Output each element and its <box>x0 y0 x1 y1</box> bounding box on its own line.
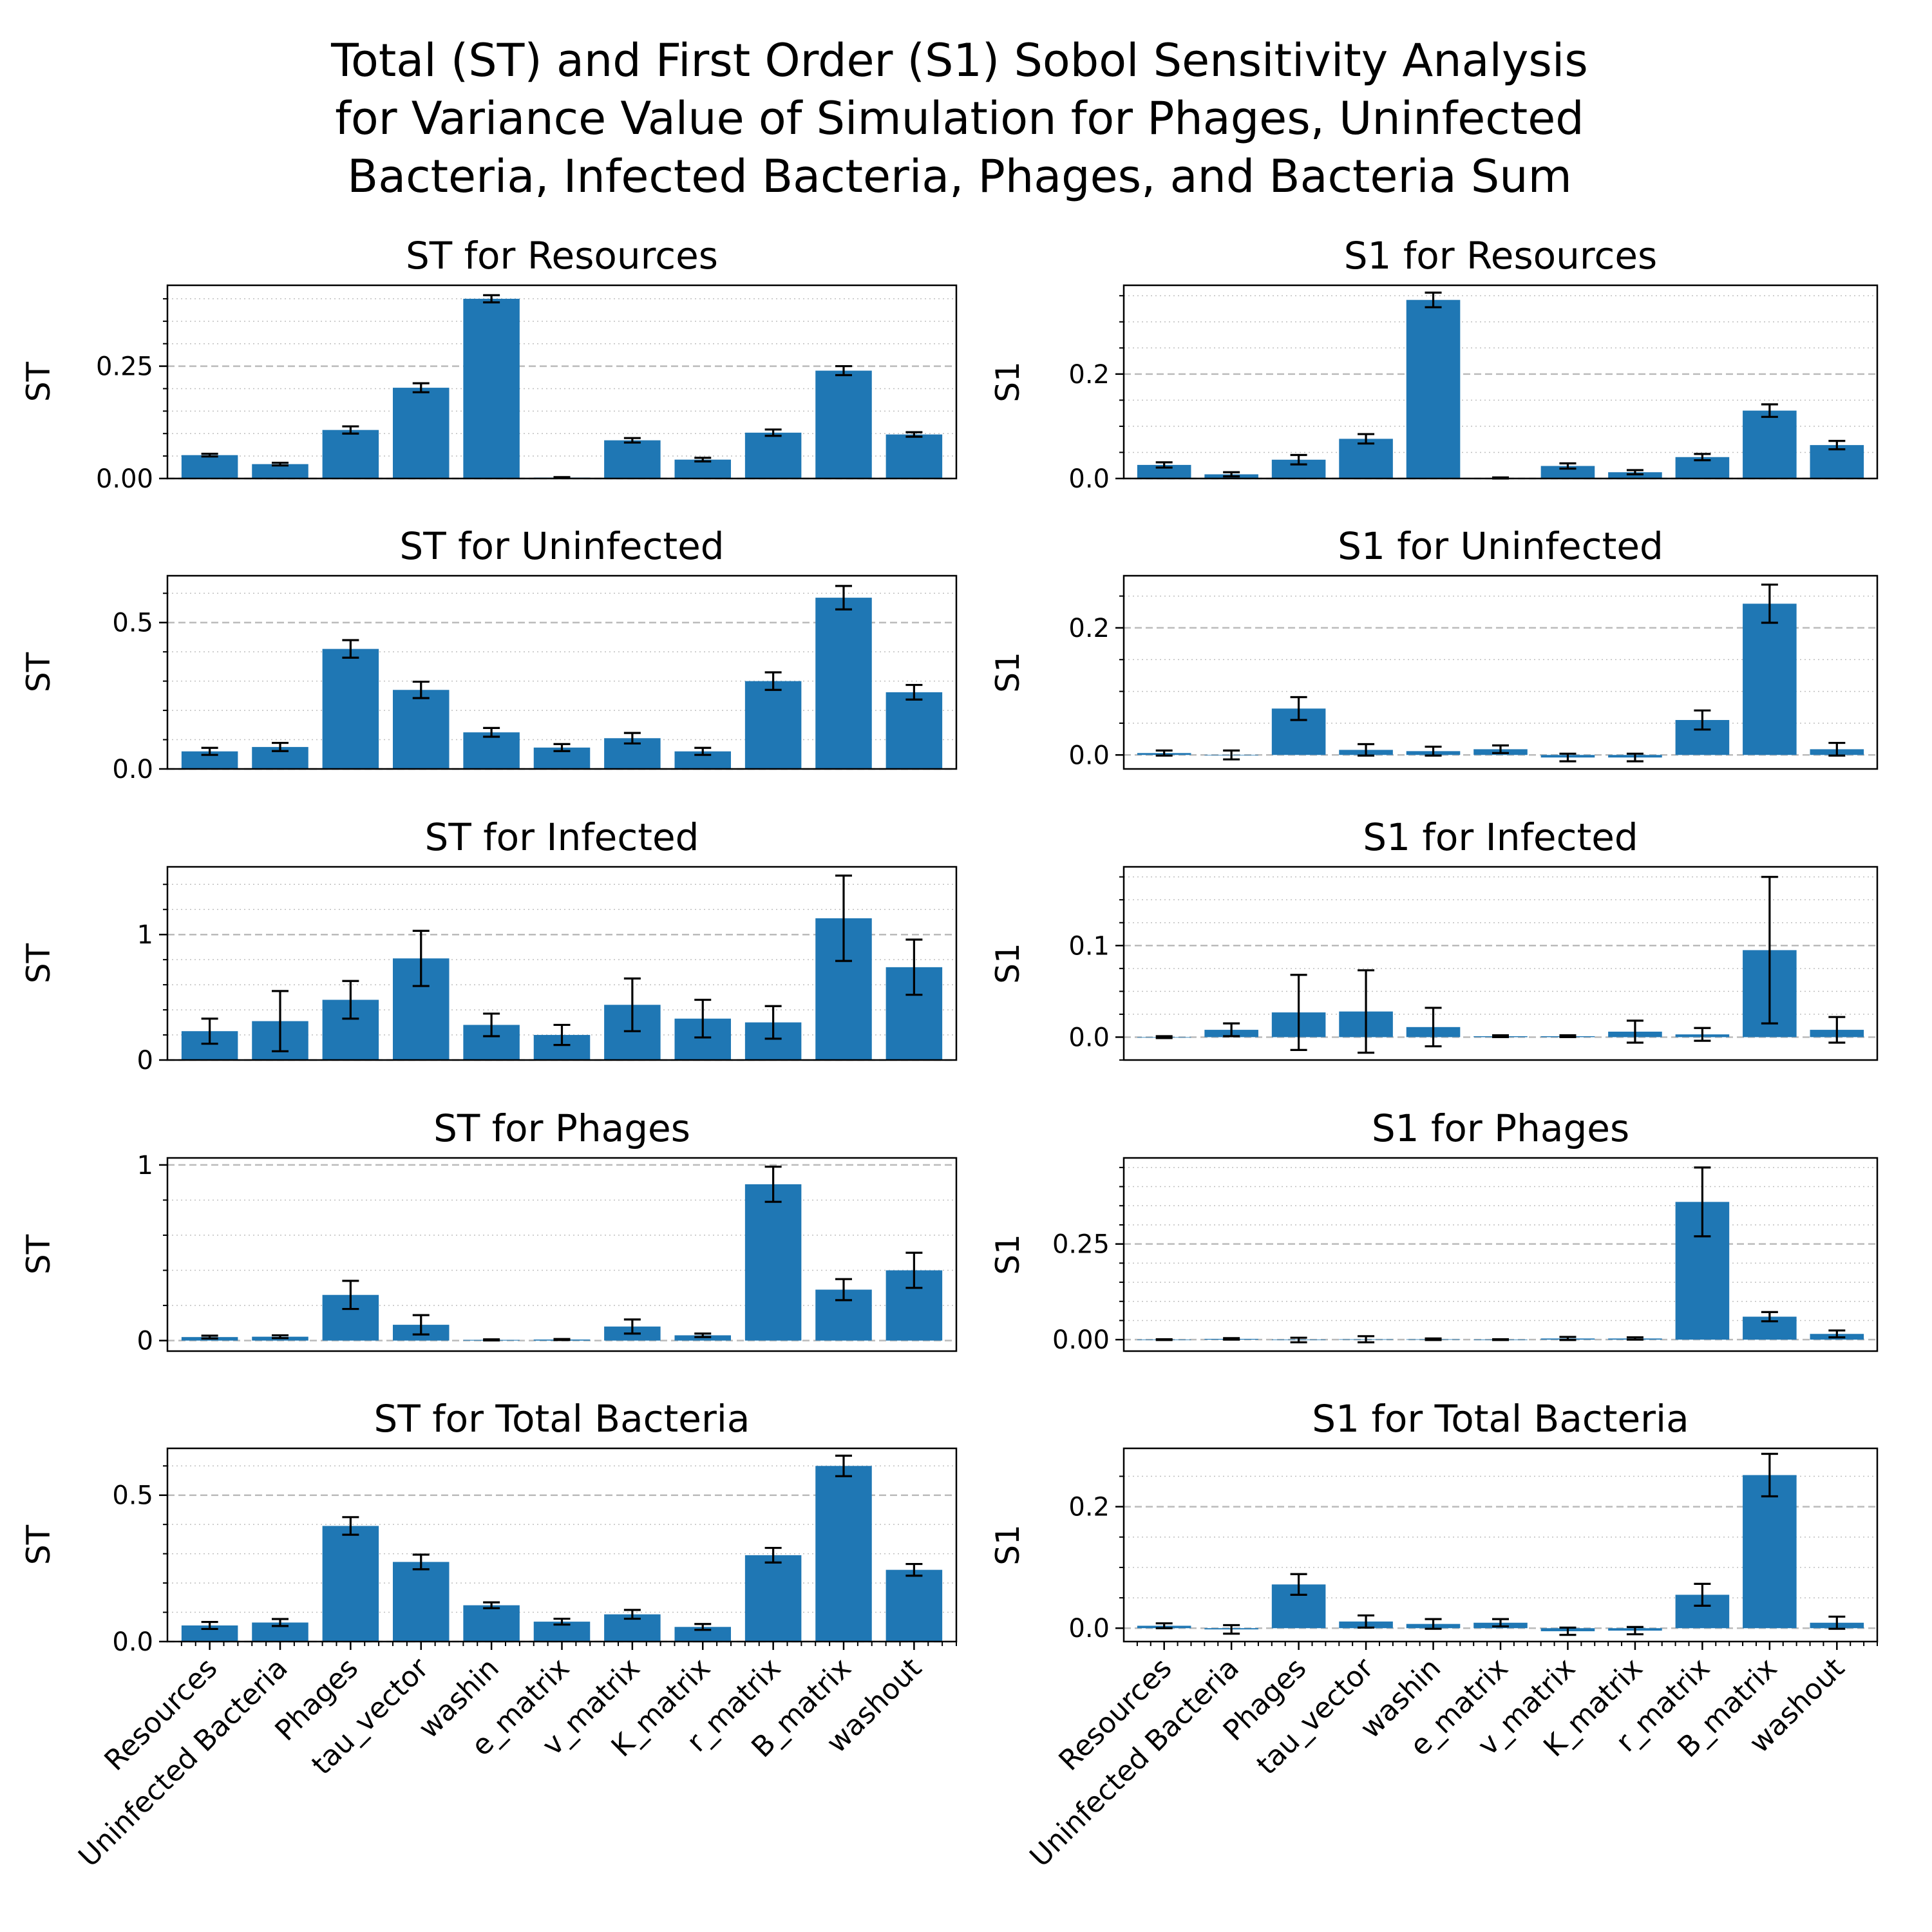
bar-phages <box>322 649 379 769</box>
subplot-title: S1 for Phages <box>1372 1106 1629 1150</box>
axes-frame <box>1122 284 1879 480</box>
figure-title-line-1: Total (ST) and First Order (S1) Sobol Se… <box>330 34 1588 87</box>
y-tick-label: 0.2 <box>1068 1493 1110 1522</box>
subplot-title: ST for Total Bacteria <box>374 1397 750 1441</box>
subplot-title: S1 for Resources <box>1344 234 1658 278</box>
y-tick-label: 0.2 <box>1068 360 1110 390</box>
subplot-title: ST for Phages <box>433 1106 690 1150</box>
axes-frame <box>166 866 958 1061</box>
bar-v_matrix <box>604 440 661 478</box>
y-axis-label: ST <box>20 1524 57 1565</box>
y-axis-label: ST <box>20 361 57 402</box>
subplot-title: S1 for Total Bacteria <box>1312 1397 1689 1441</box>
subplot-title: ST for Uninfected <box>399 524 724 568</box>
bar-washin <box>463 732 520 769</box>
bar-washin <box>1406 299 1461 478</box>
bar-k_matrix <box>674 459 731 478</box>
bar-washout <box>886 1569 943 1642</box>
y-tick-label: 0.0 <box>112 755 153 784</box>
subplot-s1-3: 0.00 0.25 S1 for Phages S1 <box>989 1106 1879 1355</box>
y-axis-label: S1 <box>989 652 1027 693</box>
bar-tau_vector <box>393 690 450 769</box>
bar-washin <box>463 298 520 478</box>
subplot-title: ST for Infected <box>425 815 699 859</box>
y-tick-label: 0.1 <box>1068 931 1110 961</box>
y-axis-label: ST <box>20 1234 57 1274</box>
y-tick-label: 0.00 <box>1052 1325 1110 1355</box>
bar-washout <box>1810 445 1864 478</box>
y-tick-label: 0.25 <box>96 352 153 382</box>
y-tick-label: 0.2 <box>1068 614 1110 643</box>
bar-b_matrix <box>815 1466 872 1642</box>
subplot-title: S1 for Uninfected <box>1338 524 1663 568</box>
bar-resources <box>181 455 238 478</box>
bar-washout <box>886 692 943 769</box>
y-axis-label: ST <box>20 943 57 983</box>
bar-tau_vector <box>1339 439 1393 478</box>
subplot-st-2: 0 1 ST for Infected ST <box>20 815 958 1075</box>
subplot-st-3: 0 1 ST for Phages ST <box>20 1106 958 1356</box>
y-tick-label: 0 <box>137 1046 153 1075</box>
y-tick-label: 0.0 <box>112 1627 153 1657</box>
y-axis-label: ST <box>20 652 57 692</box>
y-axis-label: S1 <box>989 943 1027 984</box>
y-tick-label: 0.5 <box>112 1481 153 1511</box>
bar-washin <box>463 1605 520 1642</box>
y-tick-label: 0.0 <box>1068 1023 1110 1052</box>
axes-frame <box>1122 1157 1879 1352</box>
bar-r_matrix <box>744 1184 802 1341</box>
y-tick-label: 0.00 <box>96 464 153 494</box>
y-tick-label: 0.0 <box>1068 741 1110 770</box>
axes-frame <box>166 1157 958 1352</box>
bar-b_matrix <box>1743 1475 1797 1629</box>
y-tick-label: 0.0 <box>1068 1614 1110 1643</box>
axes-frame <box>166 574 958 770</box>
bar-b_matrix <box>1743 410 1797 478</box>
bar-tau_vector <box>393 1562 450 1642</box>
y-tick-label: 0.25 <box>1052 1230 1110 1260</box>
y-tick-label: 1 <box>137 920 153 950</box>
bar-resources <box>1137 464 1191 478</box>
y-tick-label: 0.5 <box>112 609 153 638</box>
bar-r_matrix <box>744 432 802 478</box>
bar-washout <box>886 434 943 478</box>
bar-b_matrix <box>815 598 872 769</box>
bar-r_matrix <box>744 1555 802 1642</box>
subplot-s1-2: 0.0 0.1 S1 for Infected S1 <box>989 815 1879 1061</box>
axes-frame <box>166 284 958 480</box>
bar-uninfected-bacteria <box>252 464 308 478</box>
bar-tau_vector <box>393 388 450 478</box>
figure-title-line-2: for Variance Value of Simulation for Pha… <box>335 92 1584 145</box>
subplot-s1-1: 0.0 0.2 S1 for Uninfected S1 <box>989 524 1879 770</box>
subplot-s1-0: 0.0 0.2 S1 for Resources S1 <box>989 234 1879 494</box>
axes-frame <box>1122 866 1879 1061</box>
figure-title-line-3: Bacteria, Infected Bacteria, Phages, and… <box>347 150 1572 203</box>
bar-b_matrix <box>1743 603 1797 755</box>
y-axis-label: S1 <box>989 361 1027 402</box>
bar-phages <box>322 1526 379 1642</box>
y-tick-label: 1 <box>137 1151 153 1180</box>
subplot-st-1: 0.0 0.5 ST for Uninfected ST <box>20 524 958 784</box>
y-axis-label: S1 <box>989 1234 1027 1275</box>
y-tick-label: 0 <box>137 1327 153 1356</box>
subplot-st-0: 0.00 0.25 ST for Resources ST <box>20 234 958 494</box>
y-tick-label: 0.0 <box>1068 464 1110 494</box>
subplot-title: S1 for Infected <box>1363 815 1638 859</box>
bar-k_matrix <box>674 1627 731 1642</box>
bar-r_matrix <box>744 681 802 769</box>
bar-phages <box>322 430 379 478</box>
bar-k_matrix <box>1608 472 1662 478</box>
y-axis-label: S1 <box>989 1524 1027 1566</box>
axes-frame <box>1122 574 1879 770</box>
bar-b_matrix <box>815 370 872 478</box>
subplot-title: ST for Resources <box>406 234 718 278</box>
bar-v_matrix <box>1540 466 1595 478</box>
